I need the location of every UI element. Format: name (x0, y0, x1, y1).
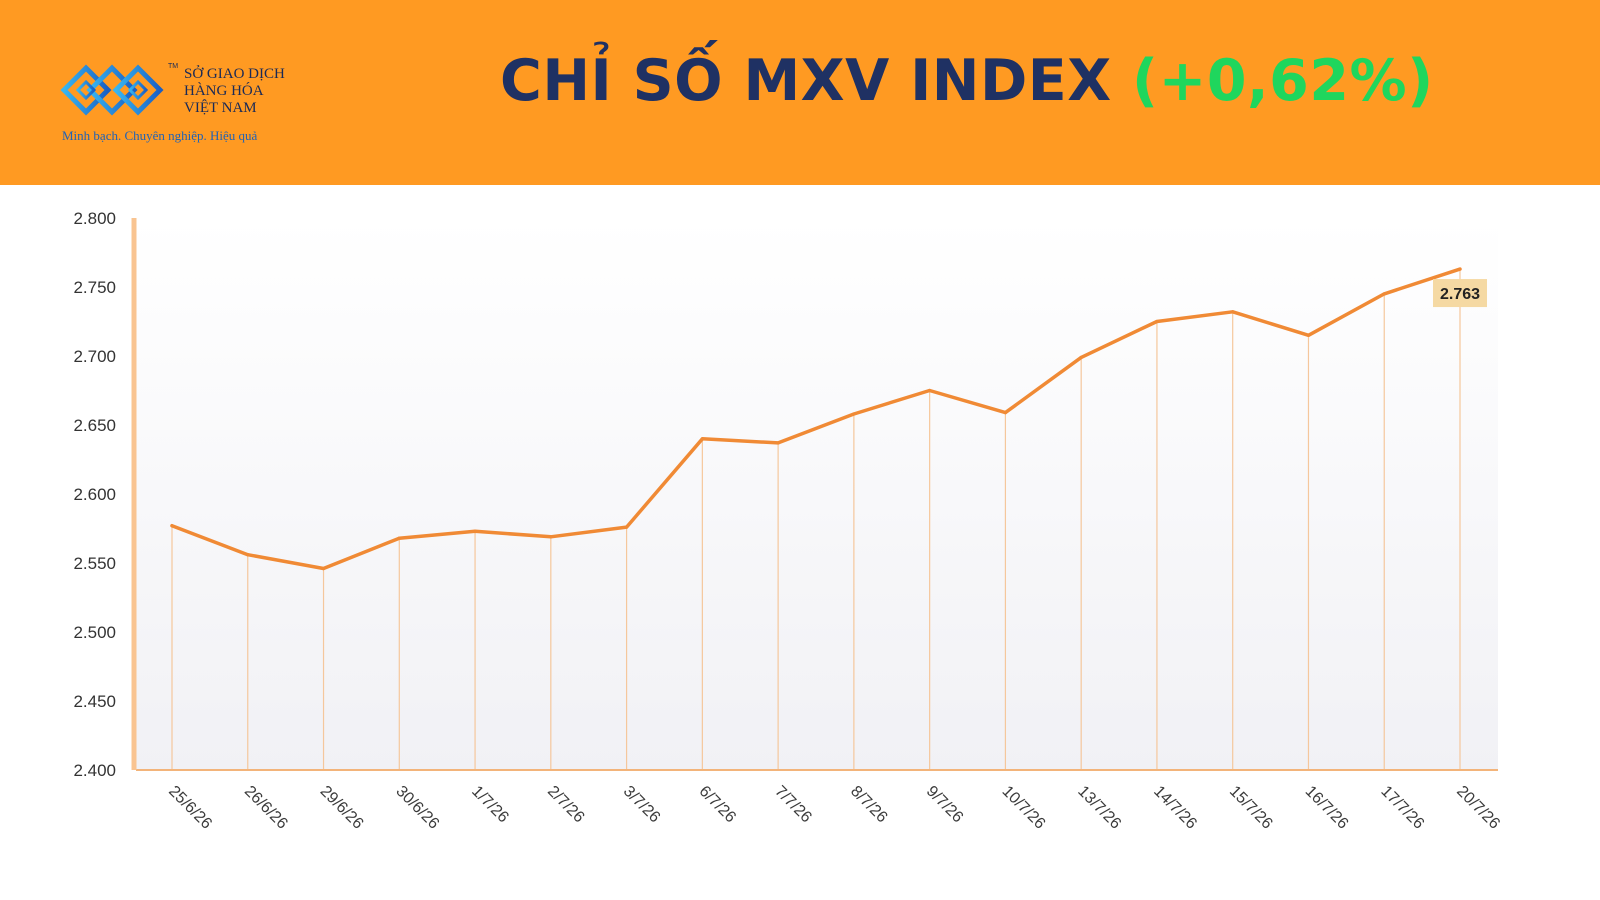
x-tick-label: 1/7/26 (468, 783, 512, 827)
x-tick-label: 13/7/26 (1074, 783, 1124, 833)
x-tick-label: 8/7/26 (847, 783, 891, 827)
x-tick-label: 30/6/26 (392, 783, 442, 833)
data-point (473, 529, 477, 533)
x-tick-label: 3/7/26 (620, 783, 664, 827)
data-point (1306, 333, 1311, 337)
y-tick-label: 2.800 (73, 209, 116, 228)
data-point (1458, 267, 1462, 271)
y-tick-label: 2.700 (73, 347, 116, 366)
mxv-logo: TM SỞ GIAO DỊCH HÀNG HÓA VIỆT NAM Minh b… (60, 60, 310, 150)
logo-name-line-1: SỞ GIAO DỊCH (184, 66, 285, 82)
x-tick-label: 14/7/26 (1150, 783, 1200, 833)
y-tick-label: 2.450 (73, 692, 116, 711)
x-tick-label: 7/7/26 (771, 783, 815, 827)
x-tick-label: 15/7/26 (1226, 783, 1276, 833)
data-point (549, 535, 553, 539)
data-point (700, 437, 704, 441)
y-tick-label: 2.550 (73, 554, 116, 573)
logo-trademark: TM (168, 63, 179, 70)
logo-slogan: Minh bạch. Chuyên nghiệp. Hiệu quả (62, 128, 258, 143)
x-tick-label: 29/6/26 (317, 783, 367, 833)
plot-background (136, 218, 1498, 770)
y-tick-label: 2.750 (73, 278, 116, 297)
logo-name: SỞ GIAO DỊCH HÀNG HÓA VIỆT NAM (184, 66, 314, 117)
x-tick-label: 26/6/26 (241, 783, 291, 833)
x-tick-label: 25/6/26 (165, 783, 215, 833)
logo-name-line-3: VIỆT NAM (184, 100, 257, 116)
data-point (776, 441, 780, 445)
chart-area: 2.400 2.450 2.500 2.550 2.600 2.650 2.700 2.750… (0, 185, 1600, 900)
y-tick-label: 2.650 (73, 416, 116, 435)
data-point (1155, 319, 1159, 324)
x-tick-label: 16/7/26 (1302, 783, 1352, 833)
x-tick-label: 17/7/26 (1377, 783, 1427, 833)
x-tick-label: 2/7/26 (544, 783, 588, 827)
data-point (1382, 292, 1386, 296)
data-point (852, 412, 856, 416)
x-tick-label: 20/7/26 (1453, 783, 1503, 833)
data-point (1231, 310, 1235, 314)
x-tick-label: 6/7/26 (696, 783, 740, 827)
logo-name-line-2: HÀNG HÓA (184, 83, 264, 99)
title-text: CHỈ SỐ MXV INDEX (500, 48, 1112, 114)
x-tick-label: 9/7/26 (923, 783, 967, 827)
page-title: CHỈ SỐ MXV INDEX (+0,62%) (500, 48, 1434, 114)
data-point (170, 524, 174, 528)
data-point (928, 388, 932, 393)
line-chart: 2.400 2.450 2.500 2.550 2.600 2.650 2.700 2.750… (73, 209, 1503, 833)
y-tick-label: 2.600 (73, 485, 116, 504)
y-tick-label: 2.500 (73, 623, 116, 642)
last-value-label-bg (1433, 279, 1487, 308)
mxv-logo-icon (60, 64, 164, 116)
data-point (1079, 355, 1083, 359)
x-tick-label: 10/7/26 (999, 783, 1049, 833)
series-line (170, 267, 1462, 571)
data-point (321, 566, 326, 571)
data-point (246, 553, 250, 557)
data-point (397, 536, 401, 540)
change-percent: (+0,62%) (1132, 48, 1434, 114)
y-tick-label: 2.400 (73, 761, 116, 780)
data-point (624, 525, 629, 529)
data-point (1003, 410, 1008, 415)
header-banner: TM SỞ GIAO DỊCH HÀNG HÓA VIỆT NAM Minh b… (0, 0, 1600, 185)
last-value-label: 2.763 (1440, 286, 1480, 303)
